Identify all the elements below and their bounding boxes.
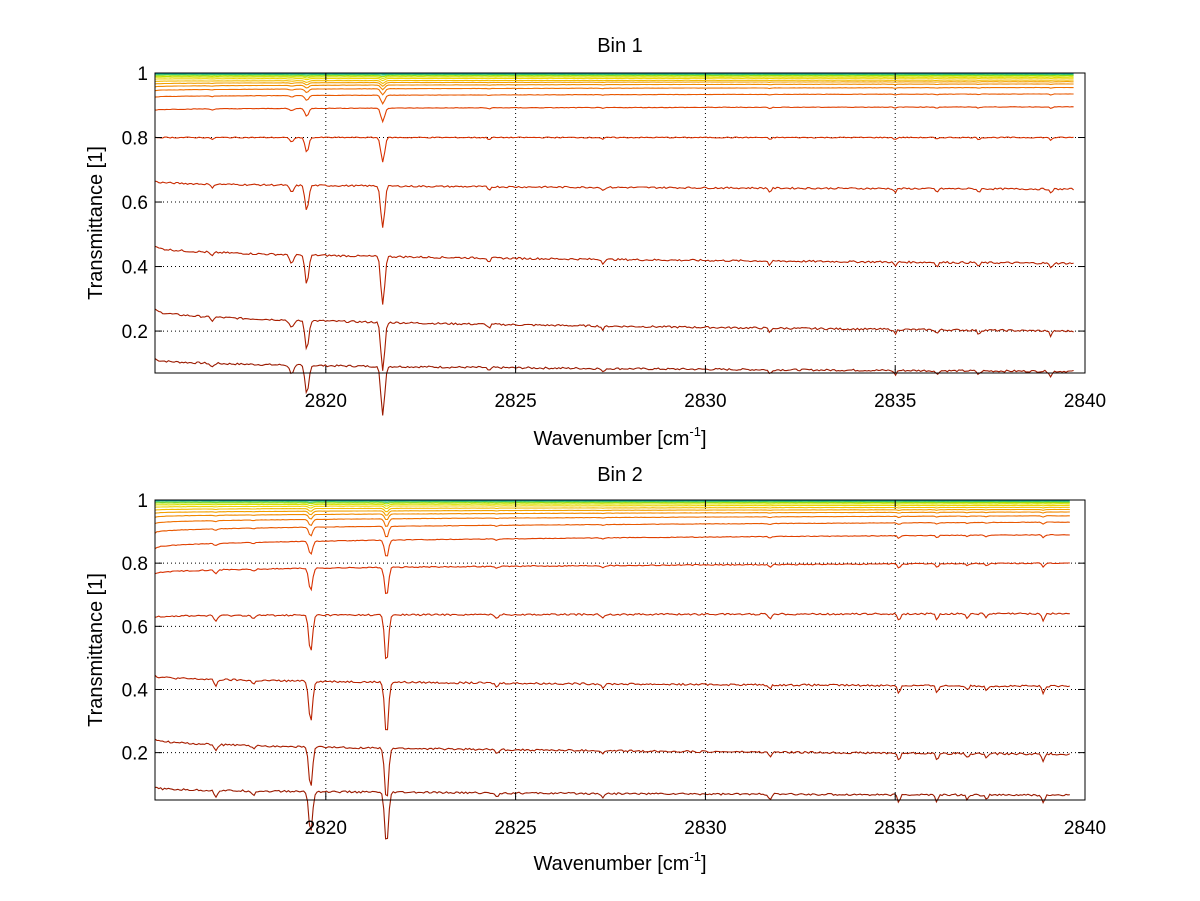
series-line-12 (154, 77, 1074, 82)
series-line-2 (154, 308, 1074, 371)
x-tick-label: 2840 (1064, 391, 1106, 412)
series-group (154, 499, 1071, 840)
series-line-5 (154, 562, 1070, 595)
axes-box (154, 72, 1086, 374)
series-group (154, 72, 1074, 416)
y-tick-labels: 0.2 0.4 0.6 0.8 1 (122, 64, 149, 343)
x-tick-label: 2830 (684, 391, 726, 412)
y-tick-label: 0.4 (122, 680, 149, 701)
y-axis-label: Transmittance [1] (85, 573, 107, 727)
series-line-7 (154, 93, 1074, 105)
series-line-14 (154, 501, 1070, 505)
panel-bin-1: Bin 1 2820 2825 2830 2835 2840 0.2 0.4 0.6 0.8 1… (85, 35, 1106, 450)
x-axis-label: Wavenumber [cm-1] (533, 424, 706, 450)
y-tick-label: 1 (137, 491, 148, 512)
series-line-3 (154, 674, 1070, 731)
series-line-8 (154, 515, 1070, 527)
series-line-14 (155, 74, 1074, 78)
series-line-2 (154, 738, 1071, 797)
ticks (155, 72, 1086, 373)
series-line-13 (154, 76, 1074, 80)
series-line-11 (154, 79, 1074, 85)
x-tick-label: 2835 (874, 391, 916, 412)
x-tick-label: 2835 (874, 818, 916, 839)
x-tick-label: 2830 (684, 818, 726, 839)
x-axis-label: Wavenumber [cm-1] (533, 849, 706, 875)
chart-title: Bin 1 (597, 35, 643, 57)
y-tick-label: 0.2 (122, 322, 148, 343)
ticks (155, 499, 1086, 800)
y-tick-label: 0.6 (122, 193, 148, 214)
x-tick-label: 2825 (494, 818, 536, 839)
series-line-15 (155, 73, 1074, 76)
series-line-13 (154, 503, 1070, 507)
series-line-3 (154, 245, 1074, 305)
y-tick-label: 0.4 (122, 258, 149, 279)
chart-title: Bin 2 (597, 464, 643, 486)
series-line-10 (154, 508, 1070, 516)
axes-box (154, 499, 1086, 801)
series-line-8 (154, 86, 1074, 96)
x-tick-labels: 2820 2825 2830 2835 2840 (305, 818, 1106, 839)
series-line-5 (154, 136, 1074, 163)
series-line-15 (154, 500, 1070, 503)
series-line-1 (154, 358, 1074, 416)
series-line-11 (154, 506, 1070, 513)
y-axis-label: Transmittance [1] (85, 146, 107, 300)
series-line-6 (154, 106, 1074, 124)
series-line-9 (154, 83, 1074, 91)
grid (155, 499, 1086, 800)
y-tick-labels: 0.2 0.4 0.6 0.8 1 (122, 491, 149, 765)
series-line-4 (154, 180, 1074, 228)
x-tick-label: 2840 (1064, 818, 1106, 839)
series-line-9 (154, 511, 1070, 521)
x-tick-label: 2825 (494, 391, 536, 412)
series-line-1 (154, 786, 1070, 840)
series-line-6 (154, 533, 1070, 557)
series-line-4 (154, 612, 1070, 660)
panel-bin-2: Bin 2 2820 2825 2830 2835 2840 0.2 0.4 0.6 0.8 1… (85, 464, 1106, 875)
x-tick-labels: 2820 2825 2830 2835 2840 (305, 391, 1106, 412)
x-tick-label: 2820 (305, 391, 347, 412)
x-tick-label: 2820 (305, 818, 347, 839)
y-tick-label: 0.2 (122, 744, 148, 765)
y-tick-label: 0.6 (122, 617, 148, 638)
grid (155, 72, 1086, 373)
y-tick-label: 0.8 (122, 554, 148, 575)
series-line-7 (154, 521, 1070, 538)
y-tick-label: 1 (137, 64, 148, 85)
y-tick-label: 0.8 (122, 129, 148, 150)
series-line-12 (154, 504, 1070, 510)
series-line-10 (154, 81, 1074, 88)
